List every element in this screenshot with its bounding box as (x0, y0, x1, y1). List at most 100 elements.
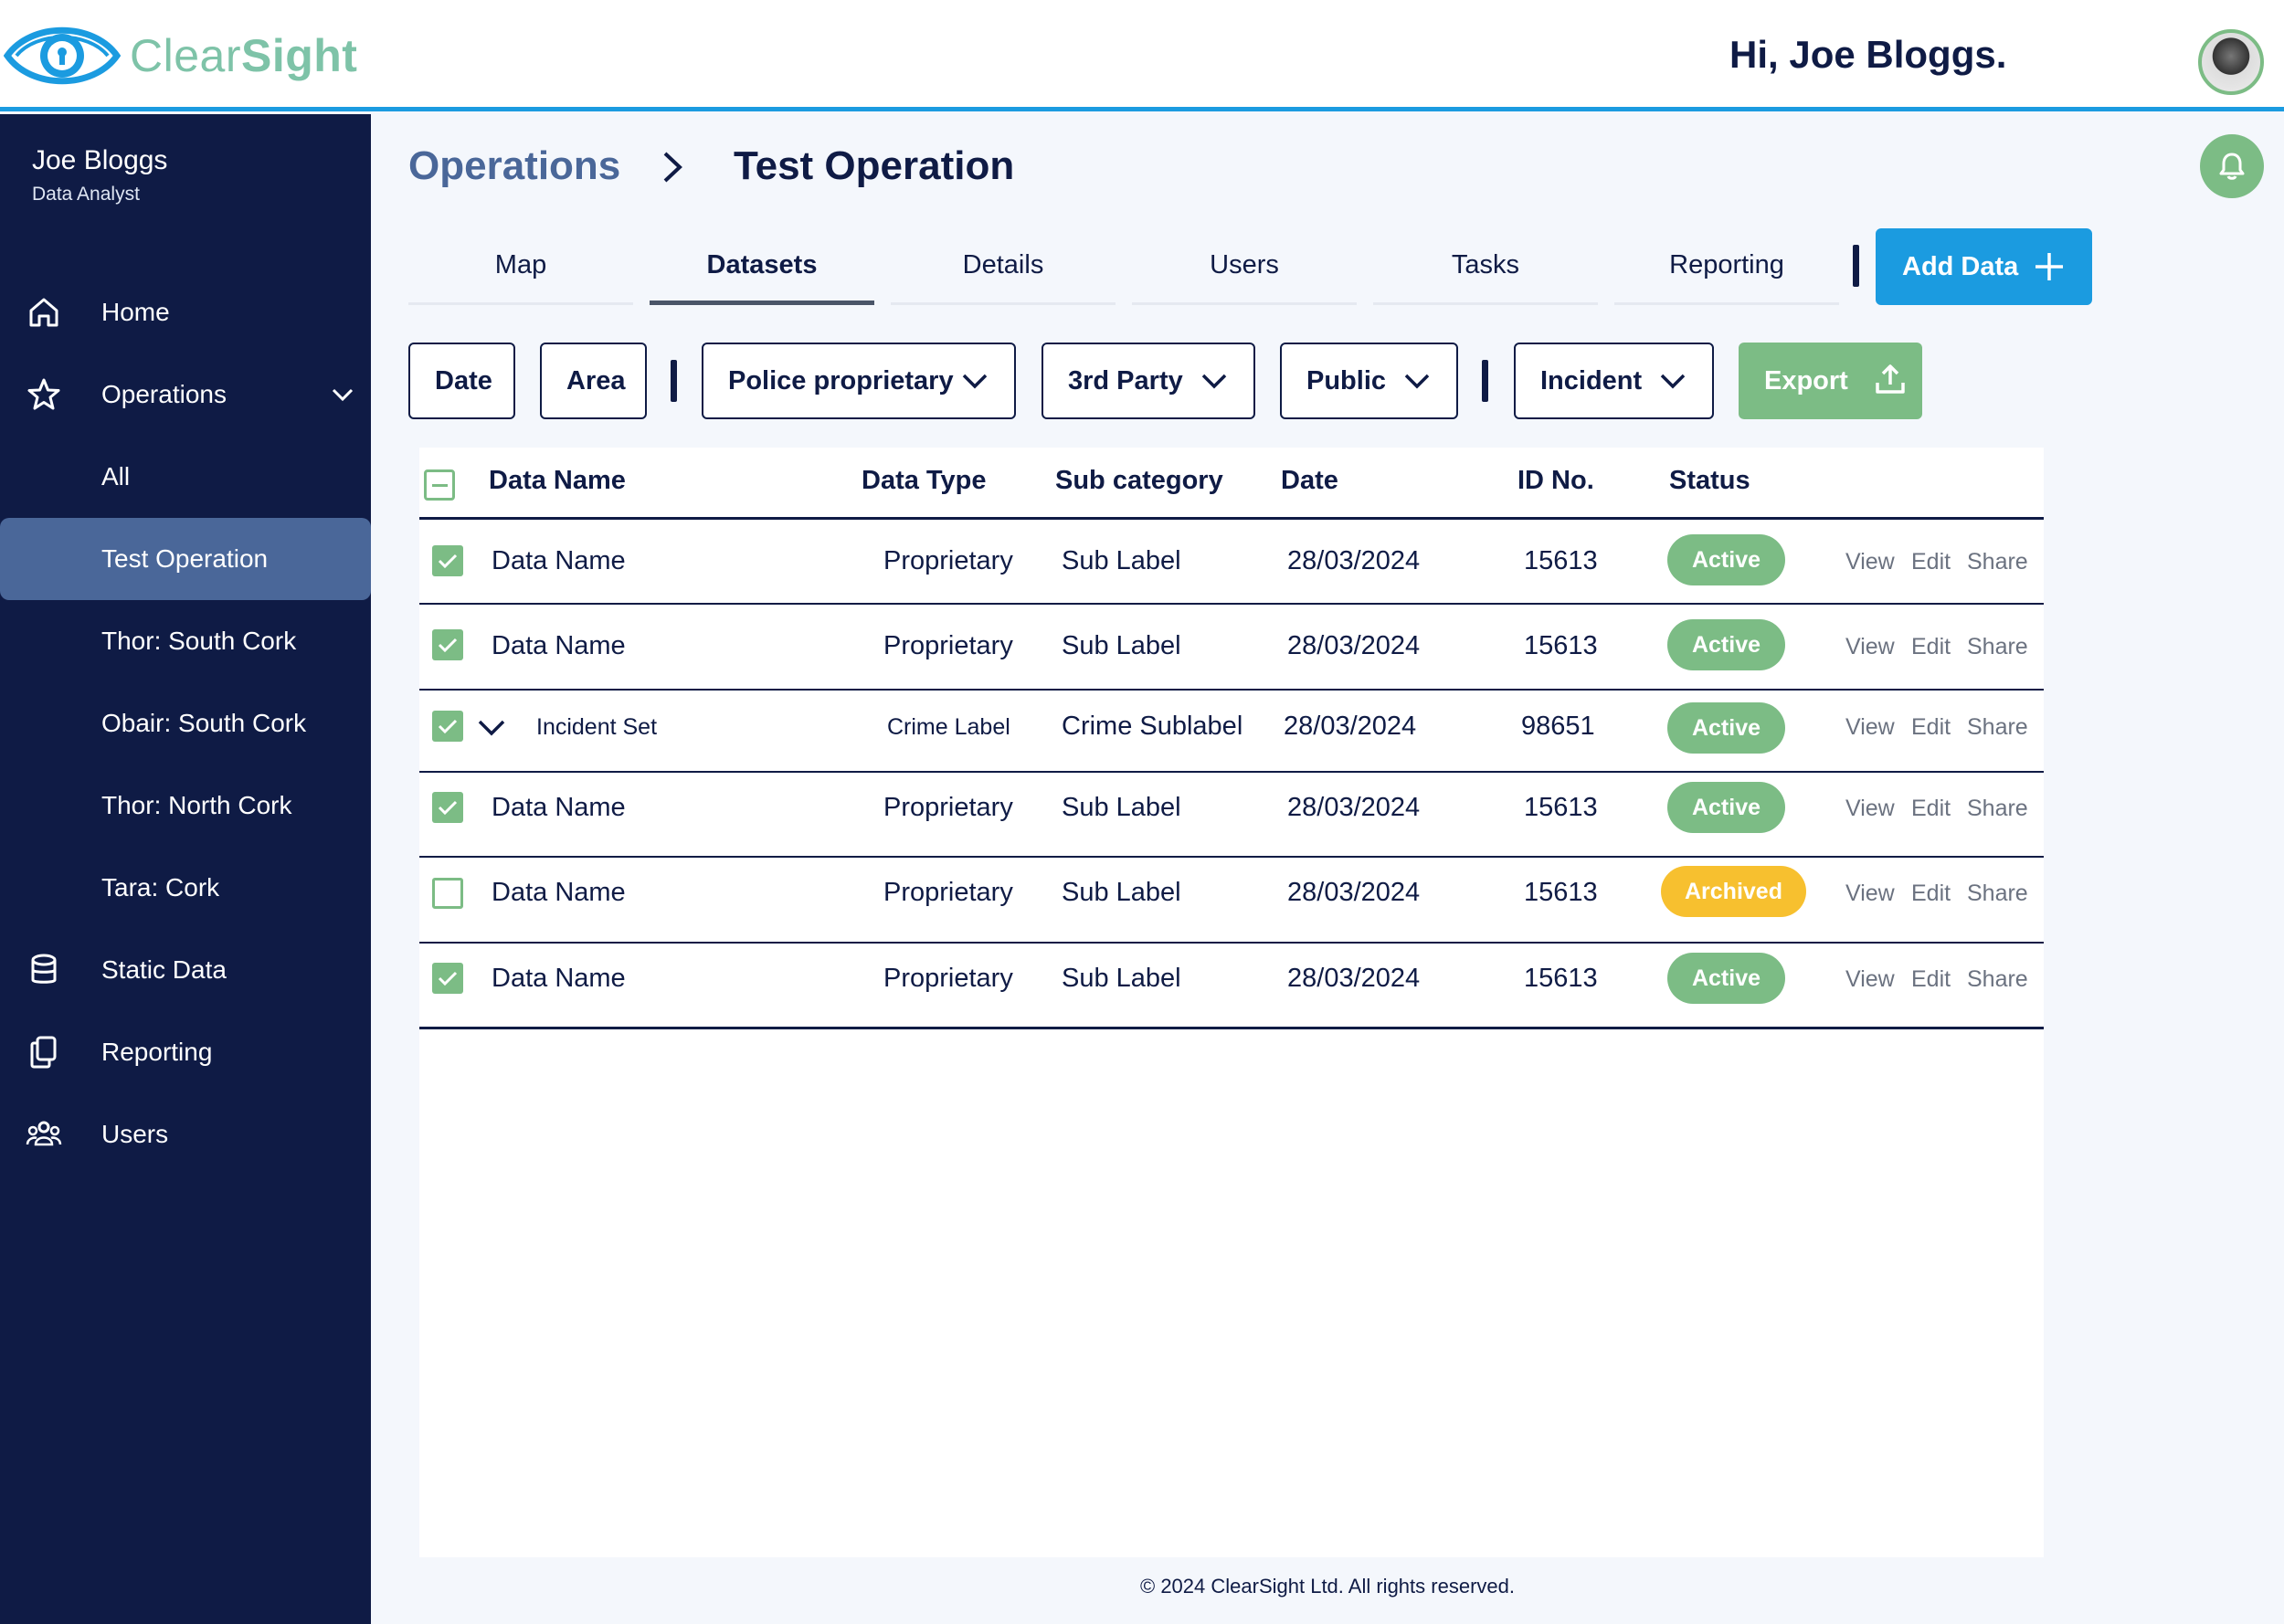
cell-id: 15613 (1524, 964, 1598, 993)
filter-police-proprietary-dropdown[interactable]: Police proprietary (702, 343, 1016, 419)
tab-map[interactable]: Map (408, 239, 633, 305)
column-header-data-name[interactable]: Data Name (489, 466, 626, 495)
cell-date: 28/03/2024 (1287, 546, 1421, 575)
notifications-button[interactable] (2200, 134, 2264, 198)
row-checkbox[interactable] (432, 545, 463, 576)
sidebar-item-all[interactable]: All (0, 436, 371, 518)
bell-icon (2219, 153, 2245, 180)
view-link[interactable]: View (1845, 966, 1895, 992)
sidebar-item-thor-north-cork[interactable]: Thor: North Cork (0, 765, 371, 847)
sidebar-item-reporting[interactable]: Reporting (0, 1011, 371, 1093)
edit-link[interactable]: Edit (1911, 634, 1951, 659)
column-header-status[interactable]: Status (1669, 466, 1750, 495)
column-header-date[interactable]: Date (1281, 466, 1338, 495)
table-row[interactable]: Data Name Proprietary Sub Label 28/03/20… (419, 605, 2044, 680)
cell-sub-category: Sub Label (1062, 793, 1181, 822)
filter-incident-dropdown[interactable]: Incident (1514, 343, 1714, 419)
sidebar: Joe Bloggs Data Analyst Home Operations … (0, 114, 371, 1624)
view-link[interactable]: View (1845, 714, 1895, 740)
status-badge: Active (1667, 782, 1785, 833)
column-header-data-type[interactable]: Data Type (862, 466, 987, 495)
sidebar-item-operations[interactable]: Operations (0, 353, 371, 436)
filter-area-button[interactable]: Area (540, 343, 647, 419)
clearsight-logo[interactable]: ClearSight (4, 18, 357, 93)
share-link[interactable]: Share (1967, 796, 2028, 821)
tab-tasks[interactable]: Tasks (1373, 239, 1598, 305)
cell-data-type: Proprietary (883, 793, 1013, 822)
share-link[interactable]: Share (1967, 634, 2028, 659)
chevron-down-icon[interactable] (329, 381, 356, 408)
table-row[interactable]: Data Name Proprietary Sub Label 28/03/20… (419, 773, 2044, 848)
row-checkbox[interactable] (432, 711, 463, 742)
sidebar-item-users[interactable]: Users (0, 1093, 371, 1176)
page-title: Test Operation (734, 143, 1015, 188)
view-link[interactable]: View (1845, 796, 1895, 821)
filter-date-button[interactable]: Date (408, 343, 515, 419)
sidebar-item-tara-cork[interactable]: Tara: Cork (0, 847, 371, 929)
column-header-id-no[interactable]: ID No. (1517, 466, 1594, 495)
edit-link[interactable]: Edit (1911, 549, 1951, 575)
tab-datasets[interactable]: Datasets (650, 239, 874, 305)
share-link[interactable]: Share (1967, 549, 2028, 575)
cell-sub-category: Crime Sublabel (1062, 712, 1243, 741)
status-badge: Active (1667, 953, 1785, 1004)
edit-link[interactable]: Edit (1911, 714, 1951, 740)
divider (419, 689, 2044, 691)
export-label: Export (1764, 365, 1848, 395)
view-link[interactable]: View (1845, 549, 1895, 575)
cell-id: 98651 (1521, 712, 1595, 741)
expand-chevron-icon[interactable] (476, 718, 507, 738)
filter-label: Date (435, 365, 492, 395)
cell-data-type: Proprietary (883, 631, 1013, 660)
avatar[interactable] (2198, 29, 2264, 95)
edit-link[interactable]: Edit (1911, 881, 1951, 906)
divider (419, 1027, 2044, 1029)
filter-3rd-party-dropdown[interactable]: 3rd Party (1042, 343, 1255, 419)
cell-date: 28/03/2024 (1284, 712, 1417, 741)
view-link[interactable]: View (1845, 634, 1895, 659)
row-checkbox[interactable] (432, 963, 463, 994)
row-checkbox[interactable] (432, 878, 463, 909)
divider (419, 603, 2044, 605)
home-icon (29, 298, 58, 327)
edit-link[interactable]: Edit (1911, 966, 1951, 992)
cell-id: 15613 (1524, 546, 1598, 575)
cell-date: 28/03/2024 (1287, 793, 1421, 822)
sidebar-item-test-operation[interactable]: Test Operation (0, 518, 371, 600)
sidebar-item-label: Reporting (101, 1038, 213, 1066)
row-checkbox[interactable] (432, 792, 463, 823)
checkmark-icon (438, 719, 458, 734)
export-button[interactable]: Export (1739, 343, 1922, 419)
filter-public-dropdown[interactable]: Public (1280, 343, 1458, 419)
sidebar-item-thor-south-cork[interactable]: Thor: South Cork (0, 600, 371, 682)
tab-details[interactable]: Details (891, 239, 1116, 305)
filter-label: Incident (1540, 365, 1643, 395)
sidebar-item-home[interactable]: Home (0, 271, 371, 353)
top-bar: ClearSight Hi, Joe Bloggs. (0, 0, 2284, 111)
tab-users[interactable]: Users (1132, 239, 1357, 305)
table-row[interactable]: Data Name Proprietary Sub Label 28/03/20… (419, 944, 2044, 1018)
cell-data-type: Proprietary (883, 878, 1013, 907)
breadcrumb-operations[interactable]: Operations (408, 143, 621, 188)
share-link[interactable]: Share (1967, 714, 2028, 740)
select-all-checkbox[interactable] (424, 469, 455, 501)
sidebar-item-label: Home (101, 298, 170, 326)
status-badge: Active (1667, 702, 1785, 754)
table-row[interactable]: Incident Set Crime Label Crime Sublabel … (419, 691, 2044, 771)
sidebar-user-role: Data Analyst (32, 184, 140, 205)
add-data-button[interactable]: Add Data (1876, 228, 2092, 305)
share-link[interactable]: Share (1967, 966, 2028, 992)
edit-link[interactable]: Edit (1911, 796, 1951, 821)
table-row[interactable]: Data Name Proprietary Sub Label 28/03/20… (419, 858, 2044, 933)
sidebar-item-obair-south-cork[interactable]: Obair: South Cork (0, 682, 371, 765)
table-row[interactable]: Data Name Proprietary Sub Label 28/03/20… (419, 520, 2044, 603)
cell-date: 28/03/2024 (1287, 964, 1421, 993)
row-checkbox[interactable] (432, 629, 463, 660)
view-link[interactable]: View (1845, 881, 1895, 906)
divider (419, 517, 2044, 520)
tab-reporting[interactable]: Reporting (1614, 239, 1839, 305)
share-link[interactable]: Share (1967, 881, 2028, 906)
sidebar-item-static-data[interactable]: Static Data (0, 929, 371, 1011)
footer-copyright: © 2024 ClearSight Ltd. All rights reserv… (1140, 1575, 1515, 1598)
column-header-sub-category[interactable]: Sub category (1055, 466, 1223, 495)
